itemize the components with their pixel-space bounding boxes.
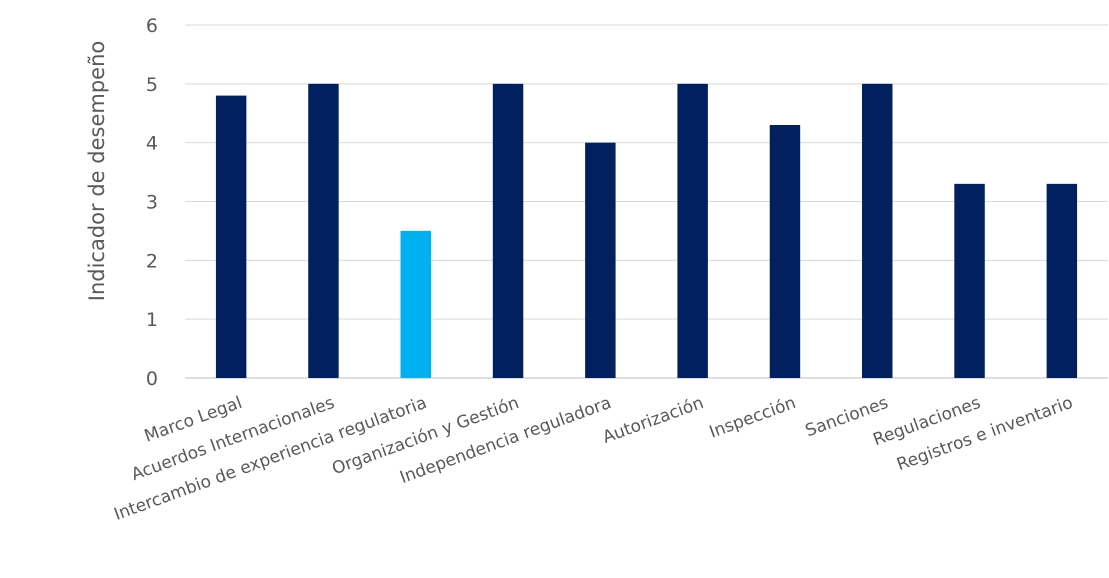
bar bbox=[308, 83, 339, 378]
y-tick-label: 0 bbox=[146, 368, 158, 390]
y-tick-label: 3 bbox=[146, 192, 158, 214]
y-tick-label: 5 bbox=[146, 74, 158, 96]
bar bbox=[677, 83, 708, 378]
gridlines bbox=[185, 24, 1108, 379]
bar bbox=[769, 125, 801, 379]
bars bbox=[215, 83, 1078, 379]
bar bbox=[585, 142, 616, 378]
x-category-label: Autorización bbox=[600, 393, 706, 448]
y-tick-label: 4 bbox=[146, 133, 158, 155]
x-category-label: Inspección bbox=[707, 393, 799, 443]
y-tick-label: 2 bbox=[146, 250, 158, 272]
y-axis-ticks: 0 1 2 3 4 5 6 bbox=[146, 15, 158, 390]
y-tick-label: 1 bbox=[146, 309, 158, 331]
bar bbox=[954, 183, 985, 378]
bar bbox=[400, 230, 431, 378]
bar bbox=[492, 83, 524, 378]
bar bbox=[215, 95, 247, 378]
y-tick-label: 6 bbox=[146, 15, 158, 37]
bar bbox=[1046, 183, 1078, 378]
bar bbox=[862, 83, 893, 378]
y-axis-title: Indicador de desempeño bbox=[85, 41, 109, 301]
